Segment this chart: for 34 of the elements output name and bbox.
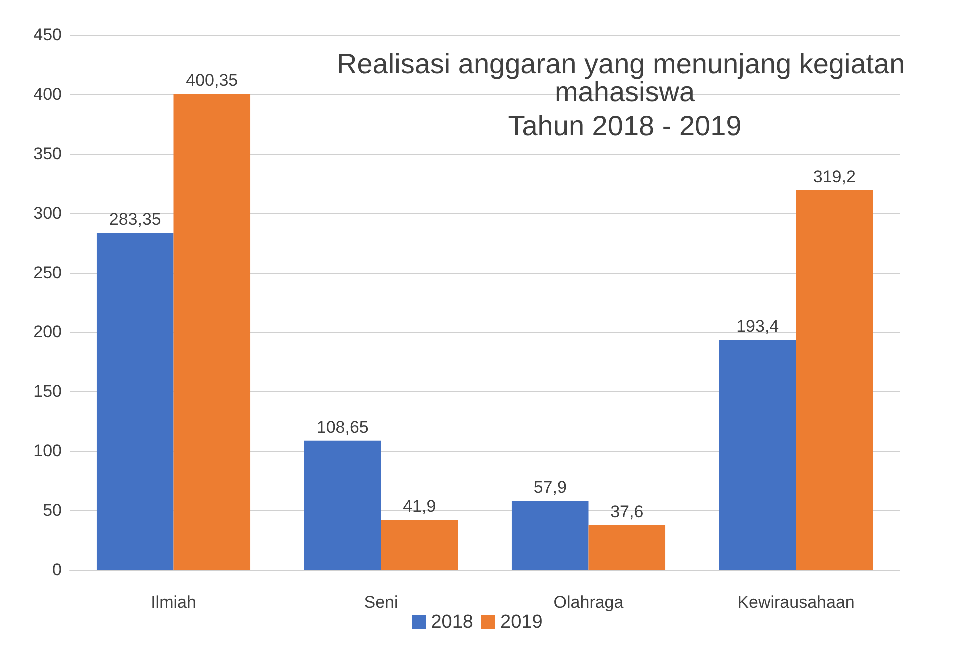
y-tick-label: 400 bbox=[34, 84, 62, 104]
legend-label: 2018 bbox=[431, 612, 474, 633]
data-label: 108,65 bbox=[316, 418, 369, 437]
y-tick-label: 200 bbox=[34, 322, 62, 342]
data-label: 319,2 bbox=[813, 168, 856, 187]
y-tick-label: 150 bbox=[34, 382, 62, 402]
data-label: 41,9 bbox=[403, 497, 436, 516]
y-tick-label: 450 bbox=[34, 26, 62, 44]
bar bbox=[588, 525, 666, 570]
x-tick-label: Ilmiah bbox=[151, 593, 196, 612]
bar bbox=[174, 94, 251, 570]
text: Realisasi anggaran yang menunjang kegiatan mahasiswa bbox=[337, 48, 913, 108]
data-label: 193,4 bbox=[736, 317, 780, 336]
data-label: 283,35 bbox=[109, 210, 162, 230]
text: Tahun 2018 - 2019 bbox=[508, 110, 742, 142]
y-tick-label: 350 bbox=[34, 144, 62, 164]
y-tick-label: 100 bbox=[34, 442, 62, 461]
x-tick-label: Kewirausahaan bbox=[738, 593, 855, 612]
bar bbox=[719, 340, 796, 570]
x-tick-label: Seni bbox=[364, 593, 398, 612]
y-tick-label: 300 bbox=[34, 204, 62, 223]
bar bbox=[96, 233, 174, 570]
data-label: 400,35 bbox=[186, 71, 238, 90]
y-tick-label: 250 bbox=[34, 263, 62, 282]
y-tick-label: 0 bbox=[52, 560, 62, 580]
data-label: 37,6 bbox=[610, 502, 644, 522]
legend-label: 2019 bbox=[500, 612, 543, 633]
data-label: 57,9 bbox=[534, 478, 567, 498]
bar bbox=[381, 520, 458, 570]
bar bbox=[512, 501, 589, 570]
x-tick-label: Olahraga bbox=[554, 593, 624, 612]
bar bbox=[304, 440, 382, 570]
bar bbox=[796, 190, 874, 570]
y-tick-label: 50 bbox=[43, 501, 62, 520]
